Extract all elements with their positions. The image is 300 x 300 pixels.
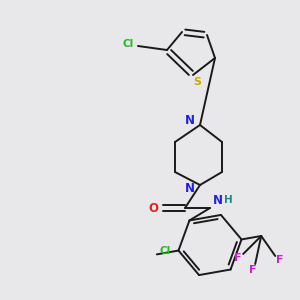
Text: S: S: [193, 77, 201, 87]
Text: O: O: [148, 202, 158, 214]
Text: F: F: [250, 265, 257, 275]
Text: F: F: [277, 255, 284, 265]
Text: H: H: [224, 195, 232, 205]
Text: Cl: Cl: [122, 39, 134, 49]
Text: F: F: [235, 253, 242, 263]
Text: Cl: Cl: [159, 246, 170, 256]
Text: N: N: [185, 182, 195, 196]
Text: N: N: [213, 194, 223, 206]
Text: N: N: [185, 115, 195, 128]
